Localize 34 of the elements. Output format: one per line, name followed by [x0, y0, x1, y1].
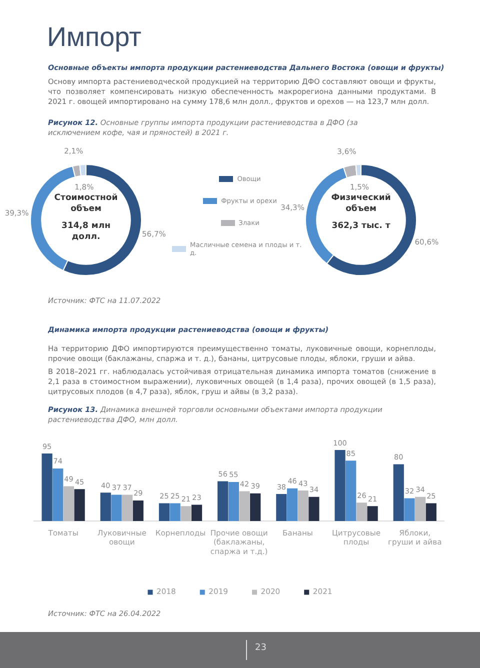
- bar: [74, 489, 85, 522]
- text: 314,8 млн долл.: [60, 220, 112, 244]
- bar: [286, 488, 298, 522]
- bar: [180, 506, 192, 522]
- bar: [122, 494, 133, 522]
- bar: [100, 492, 111, 522]
- text: 23: [255, 643, 266, 653]
- chart-title: Импорт: [47, 22, 142, 53]
- bar: [276, 494, 287, 522]
- bar: [170, 503, 180, 522]
- bar: [191, 504, 202, 522]
- text: Физический объем: [331, 193, 391, 214]
- bar: [426, 503, 436, 522]
- bar: [414, 496, 426, 522]
- bar: [250, 493, 261, 522]
- bar: [367, 506, 378, 522]
- text: Стоимостной объем: [54, 193, 118, 214]
- bar: [404, 498, 415, 522]
- bar: [239, 491, 250, 522]
- bar: [334, 450, 346, 522]
- bar: [158, 503, 170, 522]
- bar: [346, 460, 356, 522]
- bar: [298, 490, 308, 522]
- bar: [308, 496, 320, 522]
- text: 362,3 тыс. т: [330, 220, 392, 232]
- bar: [228, 482, 239, 522]
- bar: [132, 500, 144, 522]
- bar: [218, 481, 228, 522]
- bar: [42, 454, 52, 522]
- bar: [393, 464, 404, 522]
- bar: [52, 468, 64, 522]
- bar: [356, 502, 368, 522]
- bar: [111, 494, 122, 522]
- bar: [63, 486, 74, 522]
